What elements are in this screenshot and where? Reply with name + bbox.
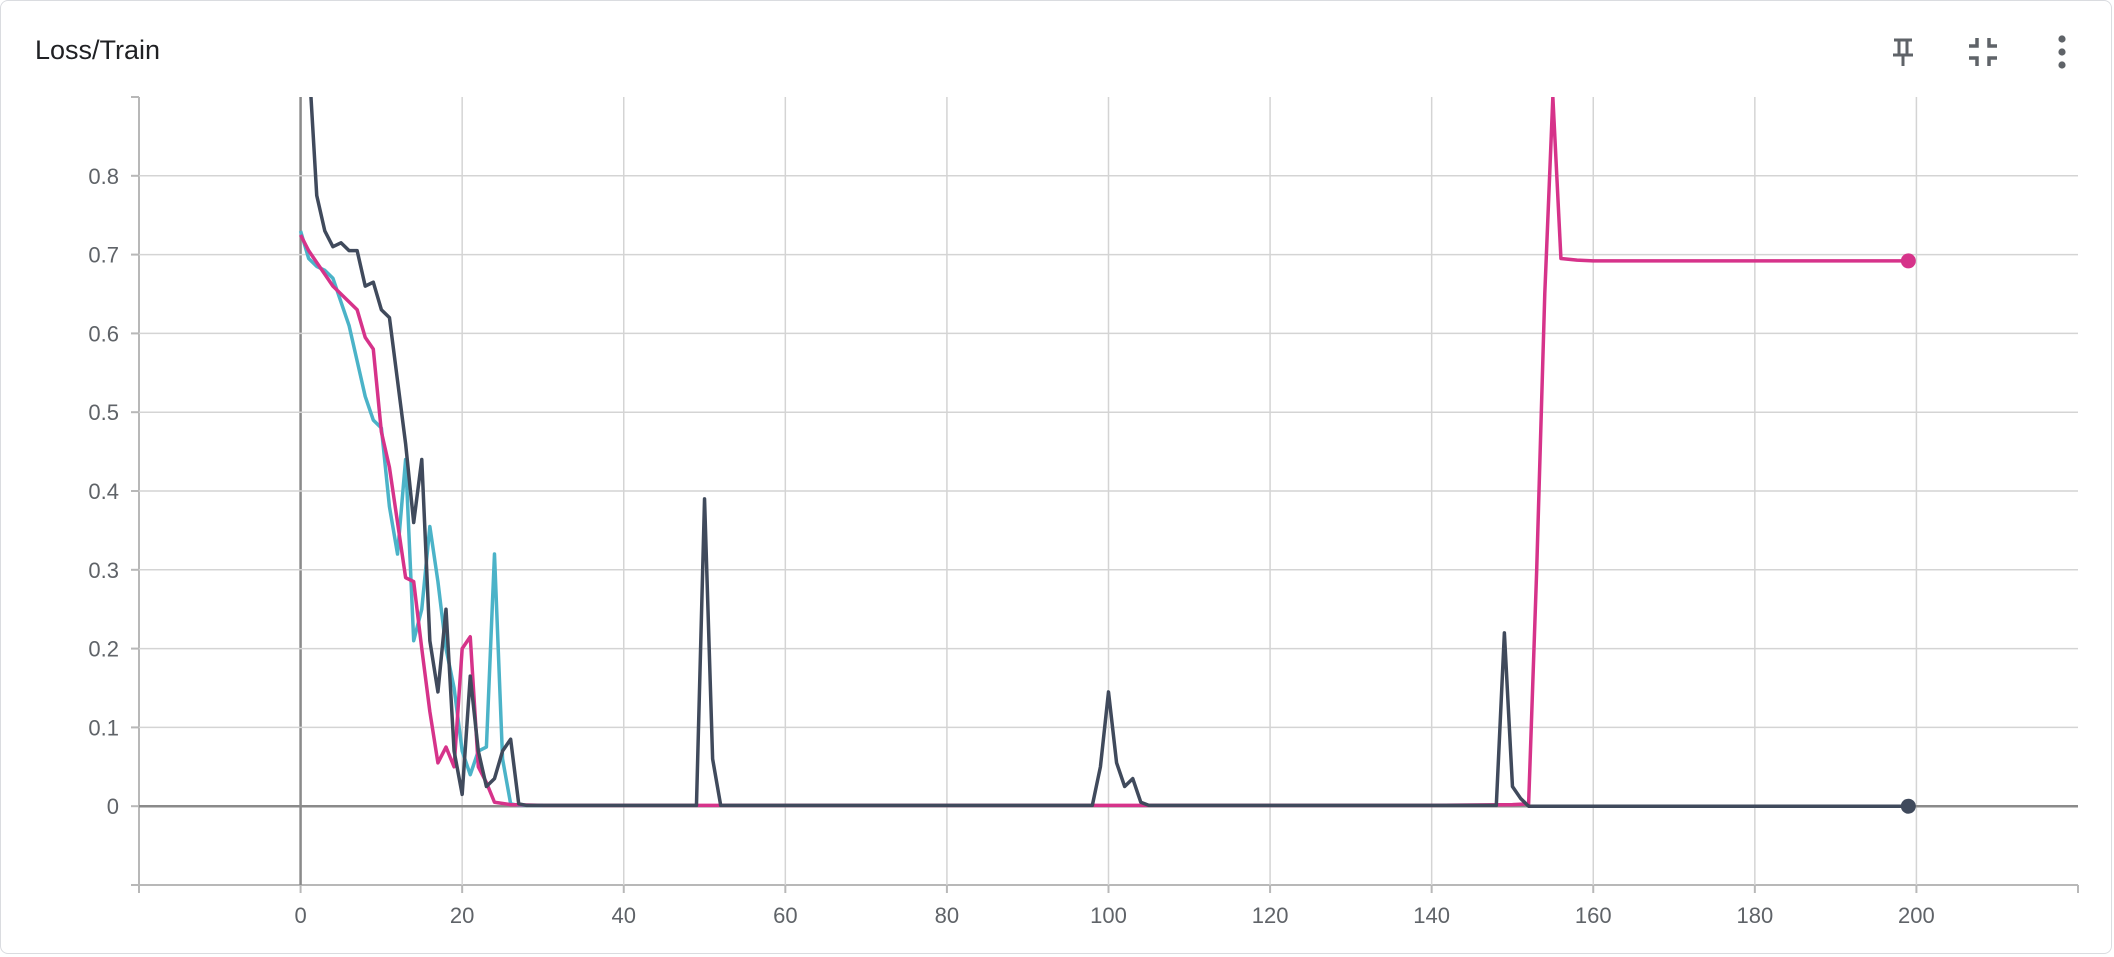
pin-button[interactable]	[1878, 27, 1928, 77]
x-tick-label: 100	[1090, 903, 1127, 928]
y-tick-label: 0.7	[88, 243, 119, 268]
series-line	[299, 97, 1909, 808]
more-vert-icon	[2058, 35, 2066, 69]
y-tick-label: 0.6	[88, 321, 119, 346]
x-tick-label: 140	[1413, 903, 1450, 928]
x-tick-label: 40	[612, 903, 636, 928]
series-line	[309, 97, 1909, 808]
x-tick-label: 180	[1736, 903, 1773, 928]
x-tick-label: 160	[1575, 903, 1612, 928]
y-tick-label: 0.8	[88, 164, 119, 189]
x-tick-label: 0	[294, 903, 306, 928]
series-line	[298, 230, 543, 808]
y-tick-label: 0.5	[88, 400, 119, 425]
series-end-marker[interactable]	[1900, 253, 1916, 269]
y-tick-label: 0.1	[88, 715, 119, 740]
x-tick-label: 200	[1898, 903, 1935, 928]
x-tick-label: 60	[773, 903, 797, 928]
y-tick-label: 0.3	[88, 558, 119, 583]
y-tick-label: 0.4	[88, 479, 119, 504]
more-button[interactable]	[2037, 27, 2087, 77]
collapse-button[interactable]	[1958, 27, 2008, 77]
x-tick-label: 80	[935, 903, 959, 928]
y-tick-label: 0.2	[88, 637, 119, 662]
y-tick-label: 0	[107, 794, 119, 819]
collapse-icon	[1969, 38, 1997, 66]
x-tick-label: 120	[1252, 903, 1289, 928]
x-tick-label: 20	[450, 903, 474, 928]
series-end-marker[interactable]	[1900, 798, 1916, 814]
chart-title: Loss/Train	[35, 35, 161, 65]
pin-icon	[1893, 38, 1913, 66]
